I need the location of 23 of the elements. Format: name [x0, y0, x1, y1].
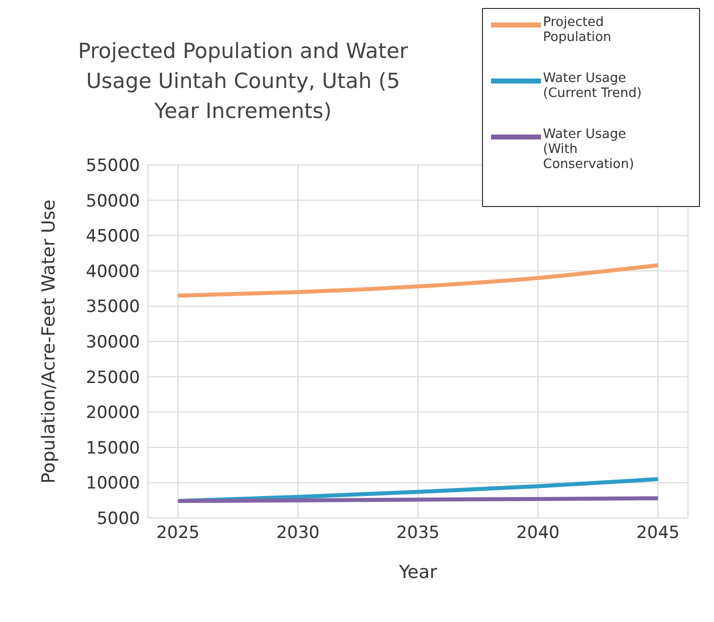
y-tick-label: 5000: [96, 509, 140, 530]
y-tick-label: 20000: [86, 403, 140, 424]
x-tick-label: 2030: [276, 523, 320, 544]
x-axis-title: Year: [398, 562, 438, 583]
legend-label: Water Usage (Current Trend): [543, 71, 643, 101]
chart-title: Projected Population and Water Usage Uintah County, Utah (5 Year Increments): [76, 38, 410, 125]
y-tick-label: 15000: [86, 438, 140, 458]
y-tick-label: 50000: [86, 191, 140, 212]
x-tick-label: 2025: [156, 523, 200, 544]
legend-label: Water Usage (With Conservation): [543, 127, 636, 172]
y-tick-label: 55000: [86, 156, 140, 176]
y-tick-label: 30000: [86, 332, 140, 353]
x-tick-label: 2040: [516, 523, 560, 544]
legend-label: Projected Population: [543, 15, 612, 45]
y-axis-title: Population/Acre-Feet Water Use: [38, 200, 60, 484]
line-series: [176, 263, 660, 298]
y-tick-label: 25000: [86, 368, 140, 388]
x-tick-label: 2045: [636, 523, 680, 544]
x-tick-label: 2035: [396, 523, 440, 544]
y-tick-label: 40000: [86, 262, 140, 282]
y-tick-label: 35000: [86, 297, 140, 318]
y-tick-label: 10000: [86, 474, 140, 494]
y-tick-label: 45000: [86, 226, 140, 247]
